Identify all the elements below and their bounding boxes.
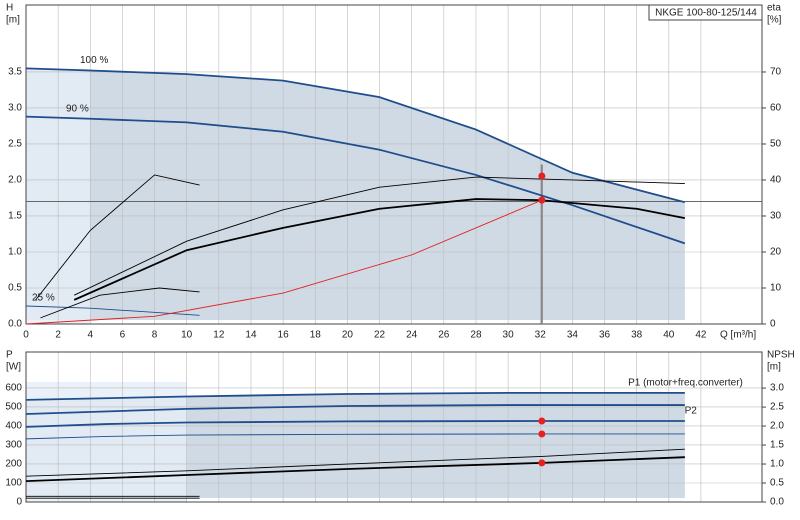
duty-point [538,430,546,438]
y2-tick-label: 70 [770,67,782,78]
series-line [25,456,685,483]
x-tick-label: 4 [87,330,93,341]
y-axis-label: [W] [6,362,21,373]
y2-tick-label: 0.0 [770,497,784,508]
y2-tick-label: 20 [770,247,782,258]
x-axis-label: Q [m³/h] [720,330,756,341]
y2-tick-label: 3.0 [770,383,784,394]
y-tick-label: 300 [5,440,22,451]
curve-label: 90 % [66,103,89,114]
series-line [25,67,686,204]
x-tick-label: 16 [278,330,290,341]
series-line [25,420,685,428]
plot-frame [25,351,763,503]
series-line [25,391,685,401]
curve-label: 25 % [32,293,55,304]
y2-tick-label: 1.0 [770,459,784,470]
x-tick-label: 36 [599,330,611,341]
x-tick-label: 40 [663,330,675,341]
y2-tick-label: 0.5 [770,478,784,489]
y-tick-label: 3.5 [8,67,22,78]
y-tick-label: 0.0 [8,319,22,330]
series-line [25,305,200,316]
y2-tick-label: 50 [770,139,782,150]
y-axis-label: H [6,3,13,14]
y2-tick-label: 60 [770,103,782,114]
y-tick-label: 400 [5,421,22,432]
y2-axis-label: [%] [767,15,782,26]
y-tick-label: 1.0 [8,247,22,258]
series-line [25,404,685,415]
x-tick-label: 18 [310,330,322,341]
y2-tick-label: 30 [770,211,782,222]
y-tick-label: 200 [5,459,22,470]
y2-axis-label: NPSH [767,350,795,361]
series-line [40,287,200,319]
y-tick-label: 1.5 [8,211,22,222]
x-tick-label: 24 [406,330,418,341]
y2-tick-label: 40 [770,175,782,186]
y2-axis-label: eta [767,3,781,14]
series-line [25,199,543,325]
x-tick-label: 8 [152,330,158,341]
x-tick-label: 0 [23,330,29,341]
x-tick-label: 30 [503,330,515,341]
series-line [73,198,686,301]
y-tick-label: 600 [5,383,22,394]
x-tick-label: 38 [631,330,643,341]
low-area [26,382,187,502]
x-tick-label: 42 [695,330,707,341]
duty-point [538,459,546,467]
y-tick-label: 3.0 [8,103,22,114]
operating-area [26,68,685,320]
curve-label: P1 (motor+freq.converter) [628,378,743,389]
y-tick-label: 2.5 [8,139,22,150]
y-tick-label: 0 [16,497,22,508]
y-axis-label: [m] [6,15,20,26]
x-tick-label: 20 [342,330,354,341]
duty-point [538,172,546,180]
y2-tick-label: 10 [770,283,782,294]
curve-label: 100 % [80,55,108,66]
x-tick-label: 32 [535,330,547,341]
y-tick-label: 2.0 [8,175,22,186]
series-line [25,448,685,477]
y-tick-label: 100 [5,478,22,489]
x-tick-label: 28 [470,330,482,341]
x-tick-label: 34 [567,330,579,341]
operating-area [26,392,685,498]
x-tick-label: 22 [374,330,386,341]
y2-axis-label: [m] [767,362,781,373]
chart-title: NKGE 100-80-125/144 [655,8,757,19]
y2-tick-label: 0 [770,319,776,330]
x-tick-label: 26 [438,330,450,341]
y-axis-label: P [6,350,13,361]
y2-tick-label: 2.5 [770,402,784,413]
series-line [25,115,686,245]
x-tick-label: 2 [55,330,61,341]
y-tick-label: 500 [5,402,22,413]
y2-tick-label: 2.0 [770,421,784,432]
title-box [648,4,763,21]
curve-label: P2 [685,406,698,417]
y2-tick-label: 1.5 [770,440,784,451]
duty-point [538,417,546,425]
duty-point [538,196,546,204]
series-line [74,176,685,296]
series-line [35,174,200,301]
plot-frame [25,4,763,325]
x-tick-label: 14 [245,330,257,341]
x-tick-label: 6 [120,330,126,341]
y-tick-label: 0.5 [8,283,22,294]
x-tick-label: 12 [213,330,225,341]
x-tick-label: 10 [181,330,193,341]
series-line [25,433,685,440]
